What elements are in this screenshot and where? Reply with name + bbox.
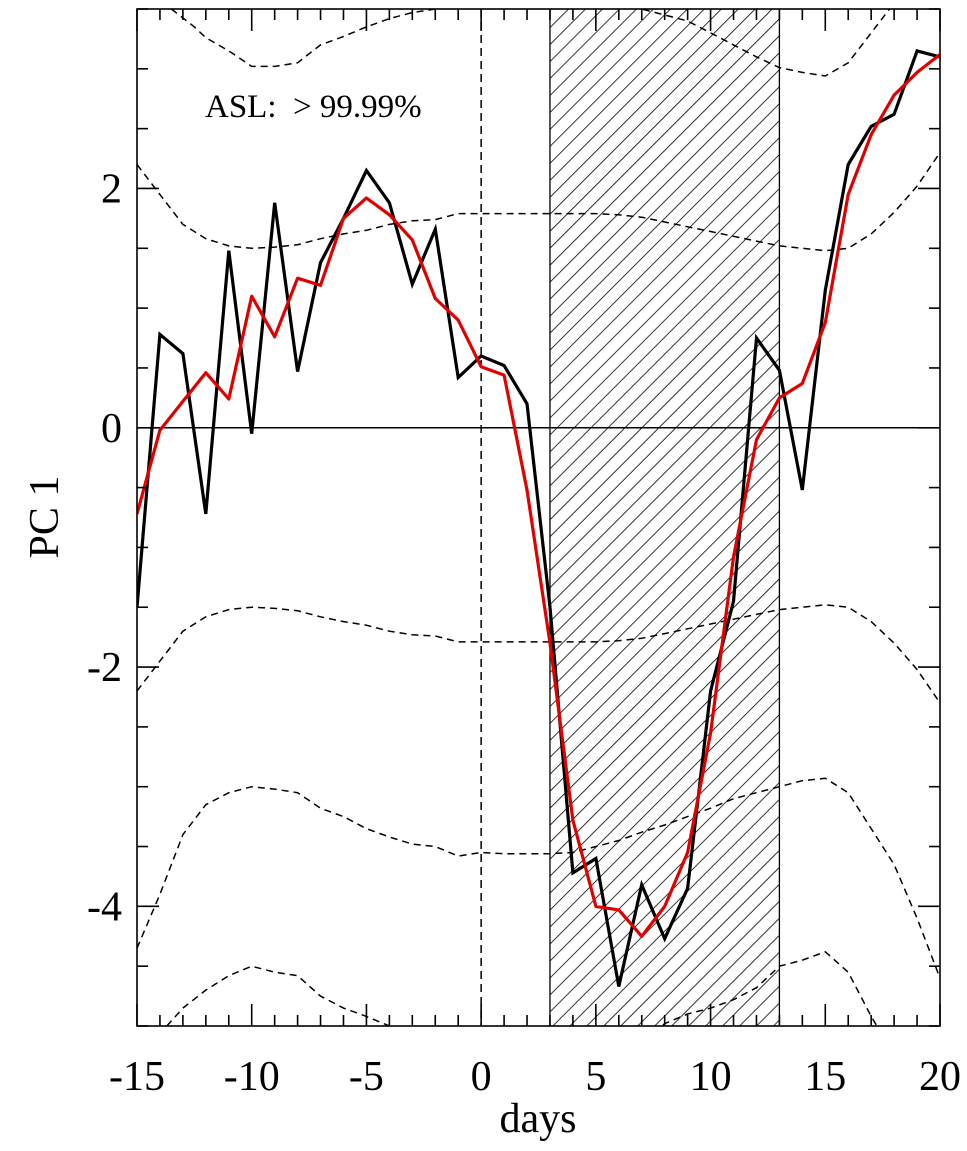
confidence-band-1 bbox=[137, 152, 940, 252]
confidence-band-6 bbox=[166, 965, 392, 1026]
x-tick-label: 15 bbox=[804, 1054, 846, 1100]
series-raw bbox=[137, 48, 940, 987]
confidence-band-7 bbox=[660, 950, 878, 1026]
x-tick-label: 0 bbox=[471, 1054, 492, 1100]
x-tick-label: 10 bbox=[690, 1054, 732, 1100]
annotation-text: ASL: > 99.99% bbox=[205, 89, 422, 125]
confidence-band-5 bbox=[137, 777, 940, 979]
confidence-band-2 bbox=[137, 604, 940, 704]
series-smoothed bbox=[137, 53, 940, 938]
y-tick-label: 0 bbox=[101, 406, 122, 452]
y-tick-label: 2 bbox=[101, 166, 122, 212]
confidence-band-3 bbox=[170, 9, 443, 68]
x-axis-title: days bbox=[500, 1096, 577, 1142]
y-axis-title: PC 1 bbox=[22, 476, 68, 559]
y-tick-label: -2 bbox=[87, 645, 122, 691]
x-tick-label: -10 bbox=[224, 1054, 280, 1100]
hatched-region bbox=[549, 9, 780, 1026]
x-tick-label: -5 bbox=[349, 1054, 384, 1100]
x-tick-label: 5 bbox=[585, 1054, 606, 1100]
x-tick-label: -15 bbox=[109, 1054, 165, 1100]
confidence-band-4 bbox=[638, 9, 891, 77]
x-tick-label: 20 bbox=[919, 1054, 961, 1100]
y-tick-label: -4 bbox=[87, 884, 122, 930]
plot-frame bbox=[136, 8, 941, 1027]
